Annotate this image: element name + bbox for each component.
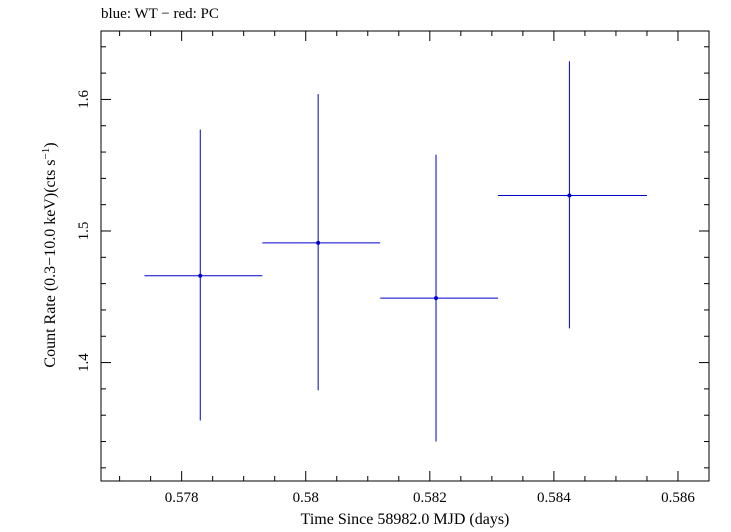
x-tick-label: 0.586 bbox=[661, 490, 695, 506]
y-tick-label: 1.4 bbox=[76, 353, 92, 372]
data-point bbox=[198, 273, 203, 278]
y-axis-label: Count Rate (0.3−10.0 keV)(cts s−1) bbox=[39, 142, 60, 368]
x-tick-label: 0.58 bbox=[293, 490, 319, 506]
x-tick-label: 0.578 bbox=[165, 490, 199, 506]
x-axis-label: Time Since 58982.0 MJD (days) bbox=[300, 511, 510, 528]
y-tick-label: 1.6 bbox=[76, 90, 92, 109]
y-tick-label: 1.5 bbox=[76, 222, 92, 241]
x-tick-label: 0.582 bbox=[413, 490, 447, 506]
data-point bbox=[567, 193, 572, 198]
plot-frame bbox=[100, 30, 710, 482]
data-point bbox=[316, 240, 321, 245]
chart-title: blue: WT − red: PC bbox=[101, 6, 219, 22]
data-point bbox=[434, 296, 439, 301]
x-tick-label: 0.584 bbox=[537, 490, 571, 506]
